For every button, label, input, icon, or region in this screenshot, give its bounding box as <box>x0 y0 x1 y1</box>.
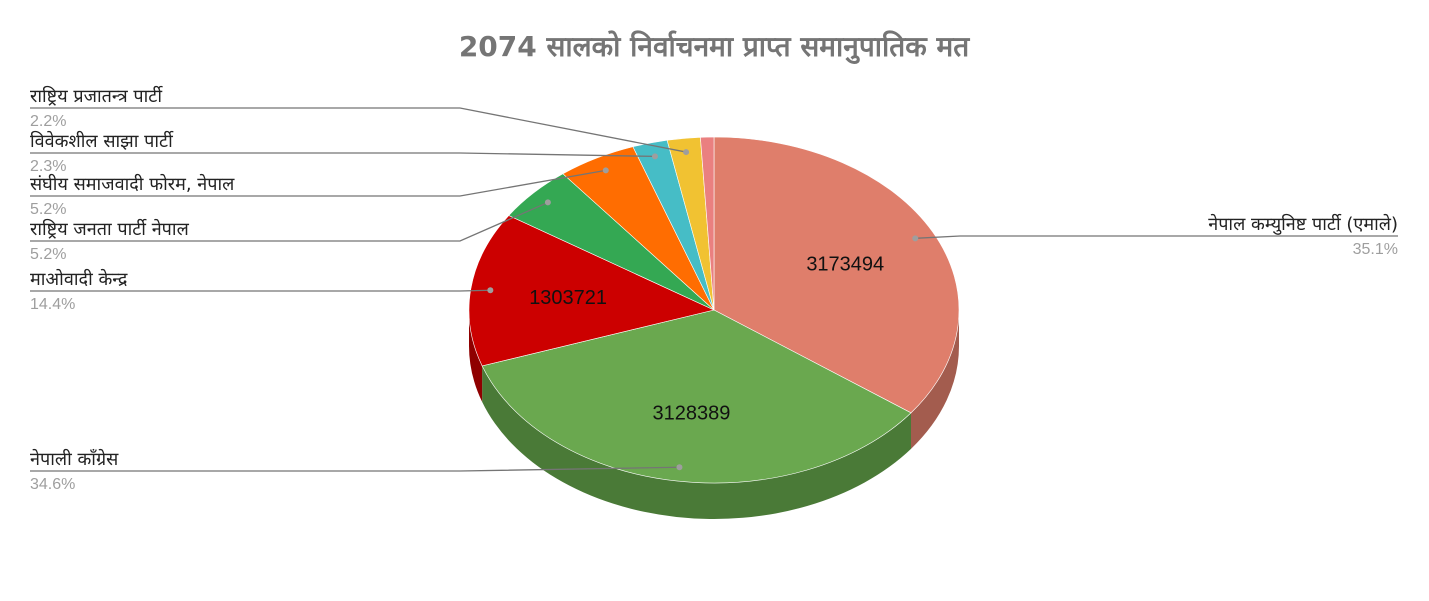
leader-dot-4 <box>602 167 609 174</box>
pie-slice-side-2 <box>469 310 483 402</box>
pie-value-label-1: 3128389 <box>653 403 731 425</box>
leader-dot-6 <box>683 149 690 156</box>
slice-label-6: राष्ट्रिय प्रजातन्त्र पार्टी <box>30 85 163 107</box>
leader-line-3 <box>30 201 549 242</box>
pie-slice-side-0 <box>911 310 959 449</box>
slice-percent-6: 2.2% <box>30 113 66 130</box>
slice-percent-2: 14.4% <box>30 296 75 313</box>
callout-0: नेपाल कम्युनिष्ट पार्टी (एमाले) 35.1% <box>912 213 1398 258</box>
slice-percent-4: 5.2% <box>30 201 66 218</box>
pie-value-label-0: 3173494 <box>806 253 884 275</box>
callout-3: राष्ट्रिय जनता पार्टी नेपाल5.2% <box>30 199 551 263</box>
leader-dot-1 <box>676 464 683 471</box>
leader-dot-5 <box>651 153 658 160</box>
slice-label-4: संघीय समाजवादी फोरम, नेपाल <box>30 173 235 195</box>
pie-slice-0 <box>713 136 960 414</box>
slice-label-2: माओवादी केन्द्र <box>30 268 128 290</box>
leader-dot-0 <box>912 235 919 242</box>
slice-label-1: नेपाली काँग्रेस <box>30 448 119 470</box>
slice-percent-0: 35.1% <box>1353 241 1398 258</box>
leader-line-5 <box>30 152 656 158</box>
callout-4: संघीय समाजवादी फोरम, नेपाल 5.2% <box>30 167 609 218</box>
pie-sides <box>469 310 959 519</box>
leader-dot-3 <box>544 199 551 206</box>
leader-line-6 <box>30 107 687 153</box>
pie-tops <box>468 136 960 484</box>
chart-title: 2074 सालको निर्वाचनमा प्राप्त समानुपातिक… <box>459 30 970 64</box>
leader-line-4 <box>30 169 606 197</box>
leader-line-1 <box>30 466 680 472</box>
slice-percent-1: 34.6% <box>30 476 75 493</box>
leader-line-2 <box>30 289 491 292</box>
slice-label-0: नेपाल कम्युनिष्ट पार्टी (एमाले) <box>1208 213 1398 235</box>
pie-slice-2 <box>468 215 715 367</box>
pie-callouts: राष्ट्रिय प्रजातन्त्र पार्टी 2.2%विवेकशील… <box>30 85 1398 493</box>
pie-slice-7 <box>700 136 715 311</box>
slice-percent-5: 2.3% <box>30 158 66 175</box>
slice-label-5: विवेकशील साझा पार्टी <box>30 130 174 152</box>
callout-2: माओवादी केन्द्र 14.4% <box>30 268 494 313</box>
slice-label-3: राष्ट्रिय जनता पार्टी नेपाल <box>30 218 190 240</box>
pie-slice-1 <box>481 309 912 484</box>
pie-slice-side-1 <box>482 365 912 519</box>
callout-6: राष्ट्रिय प्रजातन्त्र पार्टी 2.2% <box>30 85 690 156</box>
slice-percent-3: 5.2% <box>30 246 66 263</box>
pie-value-labels: 3173494 3128389 1303721 <box>529 253 884 424</box>
leader-line-0 <box>915 235 1398 239</box>
callout-5: विवेकशील साझा पार्टी 2.3% <box>30 130 658 175</box>
callout-1: नेपाली काँग्रेस 34.6% <box>30 448 683 493</box>
leader-dot-2 <box>487 287 494 294</box>
pie-value-label-2: 1303721 <box>529 287 607 309</box>
